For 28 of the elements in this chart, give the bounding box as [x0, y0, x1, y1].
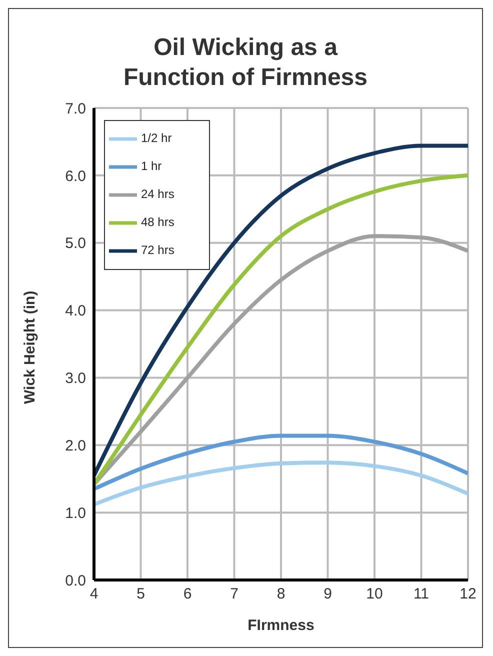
legend-label: 1 hr: [141, 159, 162, 174]
y-tick-label: 3.0: [65, 370, 86, 388]
line-series: [94, 460, 468, 506]
x-tick-label: 5: [136, 586, 145, 603]
y-axis-title: Wick Height (in): [21, 290, 38, 404]
x-tick-label: 12: [460, 586, 476, 603]
x-tick-label: 7: [230, 586, 238, 603]
y-tick-label: 5.0: [65, 235, 86, 252]
y-tick-label: 6.0: [65, 168, 86, 185]
y-tick-label: 0.0: [65, 572, 86, 590]
line-series: [94, 234, 468, 486]
legend-label: 72 hrs: [141, 243, 174, 258]
line-series: [94, 434, 468, 491]
y-tick-label: 1.0: [65, 504, 86, 522]
x-tick-label: 11: [413, 586, 430, 603]
x-axis-title: FIrmness: [248, 617, 314, 634]
x-tick-label: 8: [276, 586, 286, 603]
x-tick-label: 10: [366, 586, 383, 603]
y-tick-label: 4.0: [65, 302, 86, 320]
legend-label: 24 hrs: [141, 187, 174, 202]
legend-label: 1/2 hr: [141, 131, 172, 146]
x-tick-label: 9: [324, 586, 332, 603]
y-tick-label: 7.0: [65, 100, 86, 118]
y-tick-label: 2.0: [65, 437, 86, 454]
chart-title: Oil Wicking as a Function of Firmness: [122, 33, 368, 93]
x-tick-label: 6: [183, 586, 192, 603]
x-tick-label: 4: [90, 586, 98, 603]
legend-label: 48 hrs: [141, 215, 174, 230]
